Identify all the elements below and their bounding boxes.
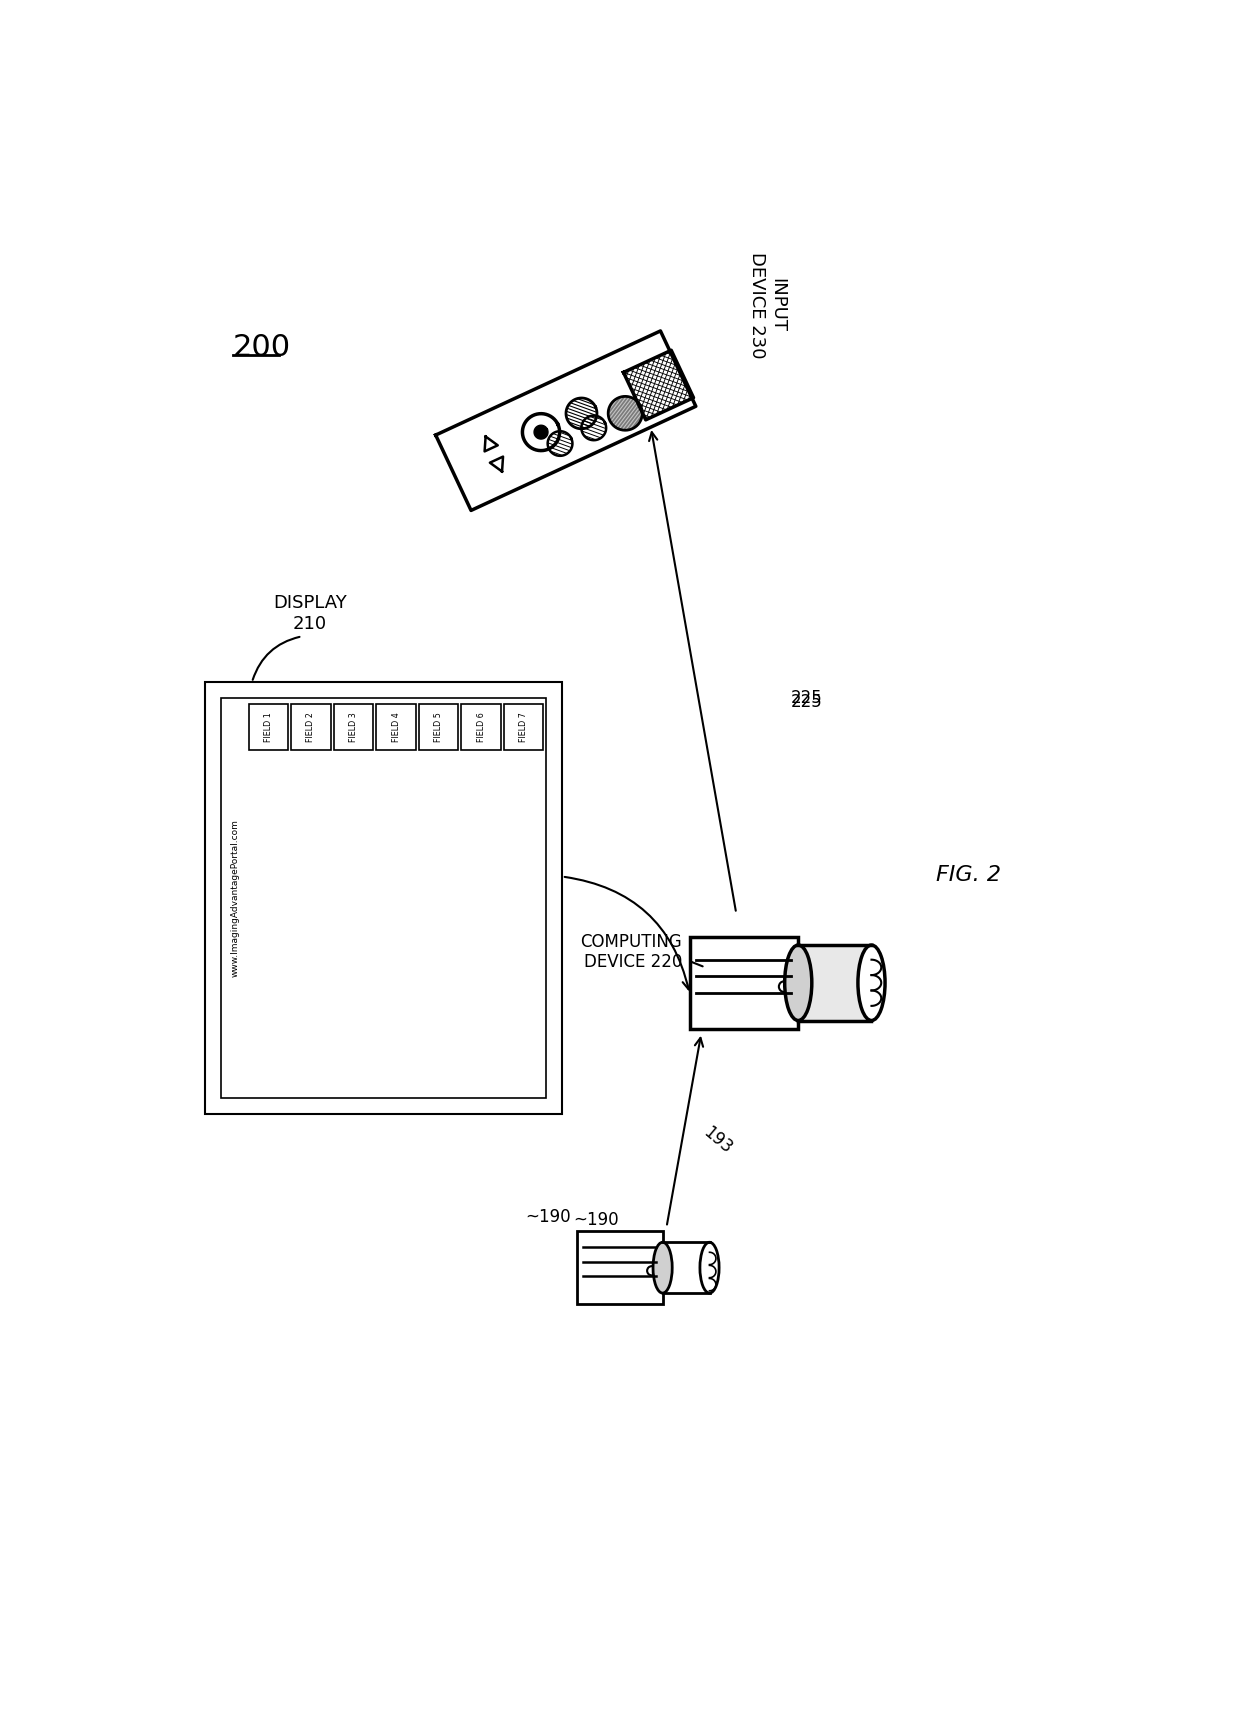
- Text: FIELD 1: FIELD 1: [264, 713, 273, 742]
- Bar: [419, 704, 459, 750]
- Text: FIELD 7: FIELD 7: [520, 713, 528, 742]
- FancyArrowPatch shape: [564, 877, 691, 990]
- Ellipse shape: [699, 1242, 719, 1294]
- Bar: [689, 937, 799, 1029]
- Ellipse shape: [653, 1242, 672, 1294]
- Bar: [206, 682, 562, 1114]
- Text: FIG. 2: FIG. 2: [936, 865, 1001, 885]
- Bar: [249, 704, 288, 750]
- Bar: [578, 1230, 662, 1304]
- FancyArrowPatch shape: [253, 637, 300, 680]
- Text: FIELD 6: FIELD 6: [476, 713, 486, 742]
- Bar: [799, 945, 874, 1020]
- Text: FIELD 4: FIELD 4: [392, 713, 401, 742]
- Text: 193: 193: [699, 1123, 735, 1157]
- Text: ~190: ~190: [573, 1210, 619, 1229]
- Text: 200: 200: [233, 333, 290, 362]
- Bar: [503, 704, 543, 750]
- Text: 225: 225: [791, 692, 822, 711]
- Text: ~190: ~190: [526, 1208, 572, 1227]
- Text: COMPUTING
DEVICE 220: COMPUTING DEVICE 220: [580, 933, 682, 971]
- Bar: [291, 704, 331, 750]
- Bar: [461, 704, 501, 750]
- Text: FIELD 2: FIELD 2: [306, 713, 315, 742]
- Text: FIELD 3: FIELD 3: [348, 713, 358, 742]
- Text: 225: 225: [791, 689, 822, 708]
- Ellipse shape: [858, 945, 885, 1020]
- Text: FIELD 5: FIELD 5: [434, 713, 443, 742]
- Text: INPUT
DEVICE 230: INPUT DEVICE 230: [748, 251, 786, 359]
- Text: www.ImagingAdvantagePortal.com: www.ImagingAdvantagePortal.com: [231, 819, 239, 978]
- Bar: [376, 704, 415, 750]
- Bar: [221, 697, 547, 1099]
- Polygon shape: [534, 426, 548, 439]
- FancyArrowPatch shape: [691, 962, 703, 966]
- Text: DISPLAY
210: DISPLAY 210: [273, 593, 347, 632]
- Ellipse shape: [785, 945, 812, 1020]
- Bar: [334, 704, 373, 750]
